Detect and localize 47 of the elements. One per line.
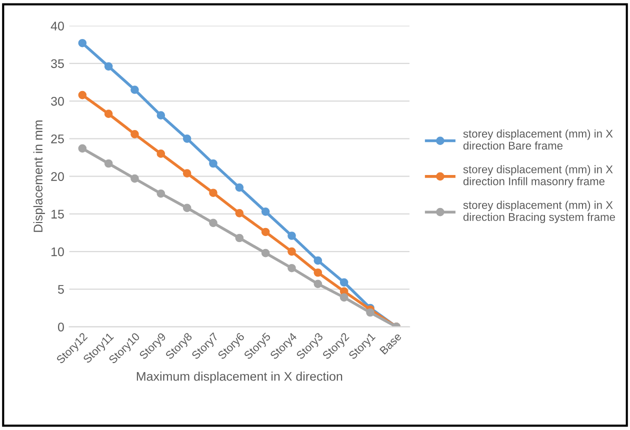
point bbox=[182, 204, 192, 212]
point bbox=[235, 183, 244, 192]
y-tick-label: 25 bbox=[51, 134, 64, 144]
y-tick-label: 30 bbox=[51, 96, 64, 106]
legend-label: storey displacement (mm) in X direction Bare frame bbox=[463, 129, 613, 150]
point bbox=[78, 144, 87, 153]
point bbox=[209, 218, 218, 228]
x-axis-title: Maximum displacement in X direction bbox=[136, 372, 342, 384]
point bbox=[104, 110, 113, 118]
point bbox=[261, 248, 270, 258]
point bbox=[209, 188, 218, 198]
point bbox=[288, 232, 296, 240]
point bbox=[209, 159, 218, 168]
point bbox=[340, 278, 348, 287]
y-tick-label: 20 bbox=[51, 172, 64, 181]
point bbox=[235, 209, 244, 218]
point bbox=[261, 208, 270, 216]
point bbox=[130, 174, 139, 183]
point bbox=[314, 268, 322, 277]
point bbox=[130, 86, 139, 94]
point bbox=[130, 130, 139, 138]
point bbox=[366, 308, 374, 317]
y-tick-label: 10 bbox=[51, 247, 64, 256]
point bbox=[156, 189, 166, 198]
point bbox=[288, 264, 296, 272]
point bbox=[261, 228, 270, 236]
y-tick-label: 40 bbox=[50, 22, 64, 30]
point bbox=[182, 169, 192, 178]
point bbox=[78, 90, 87, 100]
y-axis-title: Displacement in mm bbox=[33, 120, 45, 232]
point bbox=[288, 247, 296, 256]
point bbox=[104, 159, 113, 168]
point bbox=[314, 256, 322, 265]
legend-label: storey displacement (mm) in X direction Bracing system frame bbox=[463, 200, 615, 224]
legend-label: storey displacement (mm) in X direction Infill masonry frame bbox=[463, 165, 613, 188]
y-tick-label: 5 bbox=[58, 285, 64, 294]
point bbox=[340, 293, 348, 302]
point bbox=[182, 134, 192, 143]
y-tick-label: 15 bbox=[51, 210, 64, 219]
point bbox=[314, 280, 322, 288]
point bbox=[156, 150, 166, 158]
point bbox=[235, 234, 244, 242]
point bbox=[78, 38, 87, 48]
point bbox=[156, 111, 166, 120]
y-tick-label: 35 bbox=[51, 59, 64, 68]
point bbox=[104, 62, 113, 71]
y-tick-label: 0 bbox=[58, 322, 64, 332]
